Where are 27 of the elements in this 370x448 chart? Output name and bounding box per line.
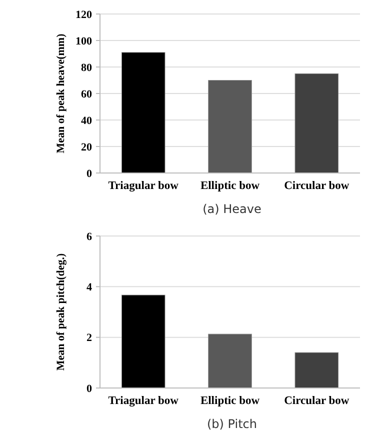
- x-tick-label: Circular bow: [284, 395, 350, 407]
- y-tick-label: 0: [86, 168, 92, 180]
- y-tick-label: 80: [81, 62, 92, 74]
- y-tick-label: 2: [86, 332, 92, 344]
- x-tick-label: Triagular bow: [108, 395, 180, 407]
- y-tick-label: 120: [76, 8, 92, 21]
- x-tick-label: Elliptic bow: [200, 395, 260, 407]
- y-tick-label: 100: [76, 35, 92, 48]
- bar: [121, 294, 166, 388]
- y-tick-label: 40: [81, 114, 92, 127]
- bar: [208, 334, 252, 388]
- x-tick-label: Circular bow: [284, 180, 350, 192]
- bar: [294, 73, 339, 174]
- text: (a) Heave: [202, 202, 262, 216]
- x-tick-label: Elliptic bow: [200, 180, 260, 192]
- y-tick-label: 20: [81, 141, 92, 154]
- y-tick-label: 60: [81, 88, 92, 100]
- y-axis-title: Mean of peak pitch(deg.): [55, 253, 67, 371]
- text: (b) Pitch: [206, 417, 258, 431]
- y-tick-label: 0: [86, 382, 92, 395]
- y-tick-label: 4: [86, 282, 92, 294]
- bar: [208, 80, 252, 174]
- bar: [121, 52, 166, 174]
- x-tick-label: Triagular bow: [108, 180, 180, 192]
- bar: [294, 352, 339, 388]
- y-tick-label: 6: [86, 230, 92, 243]
- y-axis-title: Mean of peak heave(mm): [55, 33, 67, 154]
